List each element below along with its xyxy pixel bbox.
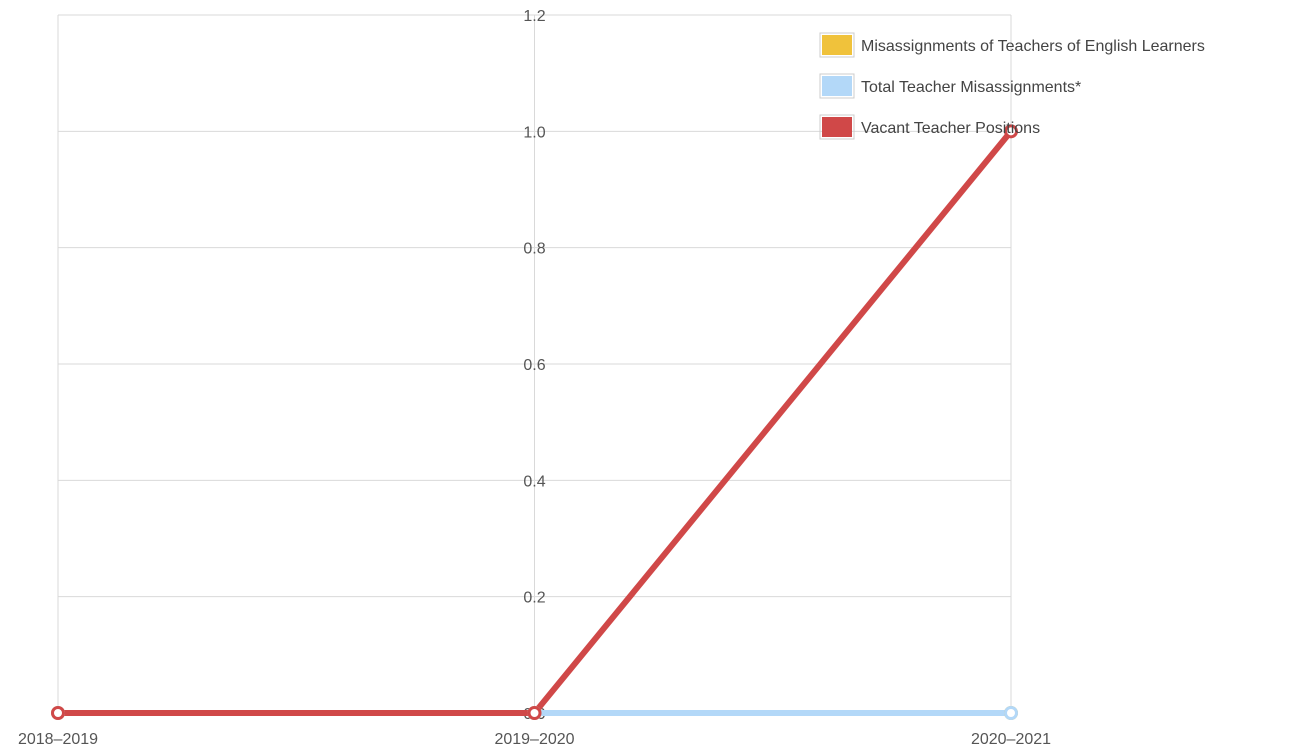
legend-swatch <box>822 117 852 137</box>
legend-label: Vacant Teacher Positions <box>861 120 1040 137</box>
y-tick-label: 0.8 <box>523 241 545 258</box>
legend-label: Total Teacher Misassignments* <box>861 79 1081 96</box>
y-tick-label: 1.0 <box>523 124 545 141</box>
data-point[interactable] <box>51 706 65 720</box>
y-tick-label: 0.2 <box>523 590 545 607</box>
x-tick-label: 2020–2021 <box>971 731 1051 748</box>
data-point[interactable] <box>1004 124 1018 139</box>
legend-swatch <box>822 76 852 96</box>
legend-swatch-border <box>819 32 855 58</box>
y-tick-label: 0.4 <box>523 473 545 490</box>
series-points <box>51 124 1018 720</box>
legend-swatch-border <box>819 114 855 140</box>
y-tick-label: 1.2 <box>523 8 545 25</box>
x-tick-label: 2018–2019 <box>18 731 98 748</box>
legend-swatch <box>822 35 852 55</box>
data-point[interactable] <box>527 706 542 720</box>
legend: Misassignments of Teachers of English Le… <box>819 32 1205 140</box>
data-point[interactable] <box>1004 706 1018 720</box>
x-tick-label: 2019–2020 <box>494 731 574 748</box>
legend-swatch-border <box>819 73 855 99</box>
grid-lines <box>57 14 1012 714</box>
legend-label: Misassignments of Teachers of English Le… <box>861 38 1205 55</box>
y-tick-label: 0.6 <box>523 357 545 374</box>
x-axis-tick-labels: 2018–2019 2019–2020 2020–2021 <box>18 731 1051 748</box>
